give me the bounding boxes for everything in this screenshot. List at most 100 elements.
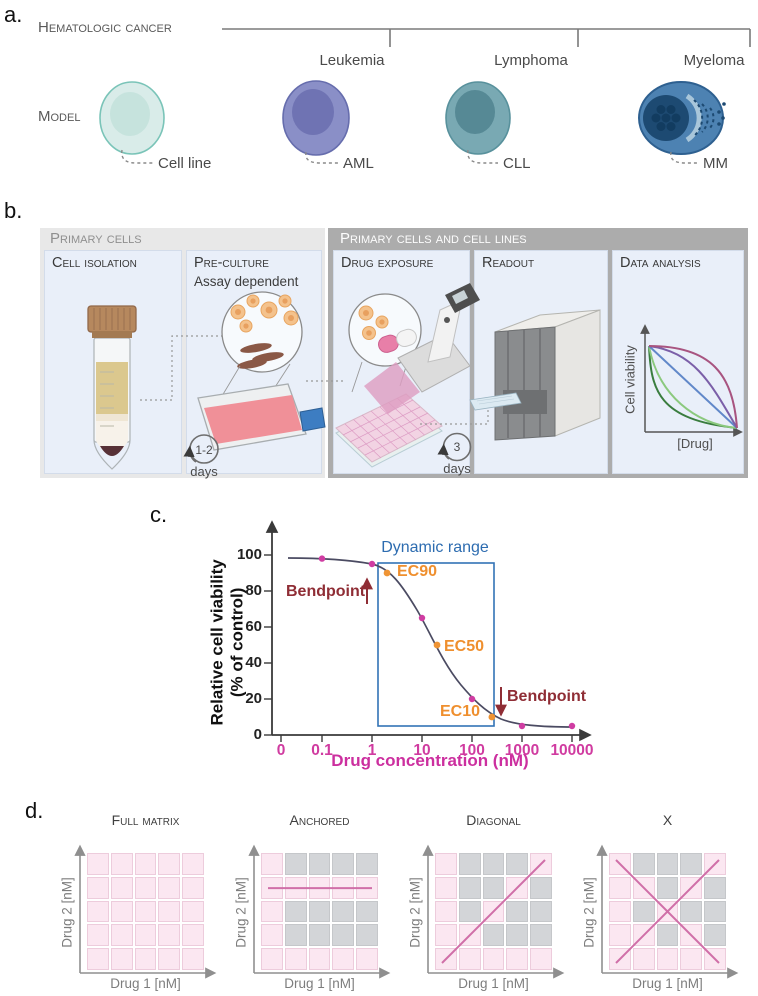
tested-well bbox=[158, 876, 181, 899]
tested-well bbox=[609, 924, 631, 947]
panel-d-letter: d. bbox=[25, 798, 44, 823]
tested-well bbox=[261, 876, 283, 899]
untested-well bbox=[656, 876, 679, 899]
tested-well bbox=[182, 924, 204, 947]
tested-well bbox=[261, 853, 283, 875]
tested-well bbox=[182, 948, 204, 970]
panel-a-letter: a. bbox=[4, 2, 23, 27]
tested-well bbox=[182, 876, 204, 899]
untested-well bbox=[704, 900, 726, 923]
untested-well bbox=[356, 853, 378, 875]
untested-well bbox=[332, 853, 355, 875]
data-point bbox=[368, 560, 376, 568]
tested-well bbox=[87, 876, 109, 899]
tested-well bbox=[182, 900, 204, 923]
panel-c-letter: c. bbox=[150, 502, 168, 527]
x-tick-label: 10 bbox=[413, 742, 431, 759]
tested-well bbox=[332, 948, 355, 970]
tested-well bbox=[680, 876, 703, 899]
tested-well bbox=[87, 948, 109, 970]
mini-chart-ylabel: Cell viability bbox=[622, 345, 638, 414]
anchored-grid bbox=[261, 853, 378, 970]
tested-well bbox=[458, 948, 481, 970]
tested-well bbox=[182, 853, 204, 875]
tested-well bbox=[609, 876, 631, 899]
step-readout-title: Readout bbox=[482, 255, 535, 271]
tested-well bbox=[87, 924, 109, 947]
tested-well bbox=[632, 948, 655, 970]
x-tick-label: 1 bbox=[367, 742, 377, 759]
untested-well bbox=[458, 853, 481, 875]
tested-well bbox=[435, 948, 457, 970]
grid-title-diagonal: Diagonal bbox=[466, 812, 521, 828]
tested-well bbox=[530, 948, 552, 970]
timer2-unit: days bbox=[443, 461, 471, 476]
tested-well bbox=[609, 900, 631, 923]
tested-well bbox=[506, 948, 529, 970]
step-drug-exposure-title: Drug exposure bbox=[341, 255, 434, 271]
panel-b-letter: b. bbox=[4, 198, 23, 223]
tested-well bbox=[87, 853, 109, 875]
data-point bbox=[468, 695, 476, 703]
untested-well bbox=[482, 853, 505, 875]
tested-well bbox=[284, 948, 307, 970]
grid3-xlabel: Drug 1 [nM] bbox=[632, 976, 703, 991]
untested-well bbox=[506, 924, 529, 947]
category-leukemia: Leukemia bbox=[319, 52, 385, 69]
timer2-value: 3 bbox=[453, 440, 461, 454]
tested-well bbox=[134, 924, 157, 947]
untested-well bbox=[506, 900, 529, 923]
x-tick-label: 1000 bbox=[504, 742, 540, 759]
category-myeloma: Myeloma bbox=[683, 52, 745, 69]
tested-well bbox=[308, 876, 331, 899]
category-lymphoma: Lymphoma bbox=[494, 52, 568, 69]
tested-well bbox=[458, 924, 481, 947]
tested-well bbox=[284, 876, 307, 899]
y-tick-label: 100 bbox=[236, 546, 262, 563]
grid1-ylabel: Drug 2 [nM] bbox=[233, 877, 249, 948]
grid-title-full-matrix: Full matrix bbox=[111, 812, 180, 828]
bendpoint-left-label: Bendpoint bbox=[286, 583, 366, 600]
cell-line-cell-icon bbox=[99, 81, 165, 164]
untested-well bbox=[308, 924, 331, 947]
hematologic-bracket bbox=[222, 28, 751, 47]
tested-well bbox=[261, 948, 283, 970]
x-tick-label: 10000 bbox=[550, 742, 594, 759]
untested-well bbox=[284, 924, 307, 947]
aml-cell-icon bbox=[282, 80, 350, 164]
untested-well bbox=[680, 900, 703, 923]
x-tick-label: 100 bbox=[459, 742, 485, 759]
untested-well bbox=[704, 924, 726, 947]
untested-well bbox=[656, 853, 679, 875]
c-yaxis-label: Relative cell viability (% of control) bbox=[207, 559, 247, 726]
bendpoint-right-label: Bendpoint bbox=[507, 688, 587, 705]
tested-well bbox=[158, 853, 181, 875]
tested-well bbox=[356, 948, 378, 970]
grid-title-anchored: Anchored bbox=[289, 812, 350, 828]
untested-well bbox=[284, 900, 307, 923]
untested-well bbox=[332, 924, 355, 947]
untested-well bbox=[332, 900, 355, 923]
tested-well bbox=[680, 948, 703, 970]
tested-well bbox=[261, 900, 283, 923]
y-tick-label: 20 bbox=[245, 690, 262, 707]
untested-well bbox=[482, 924, 505, 947]
diagonal-grid bbox=[435, 853, 552, 970]
mini-chart-xlabel: [Drug] bbox=[677, 436, 713, 451]
data-point bbox=[518, 722, 526, 730]
tested-well bbox=[356, 876, 378, 899]
tested-well bbox=[110, 948, 133, 970]
tested-well bbox=[158, 924, 181, 947]
tested-well bbox=[482, 948, 505, 970]
tested-well bbox=[332, 876, 355, 899]
tested-well bbox=[632, 876, 655, 899]
ec-point bbox=[433, 641, 441, 649]
untested-well bbox=[530, 924, 552, 947]
grid-title-x: X bbox=[662, 812, 673, 828]
full-matrix-grid bbox=[87, 853, 204, 970]
tested-well bbox=[435, 853, 457, 875]
untested-well bbox=[530, 876, 552, 899]
readout-panel bbox=[474, 250, 608, 474]
tested-well bbox=[530, 853, 552, 875]
